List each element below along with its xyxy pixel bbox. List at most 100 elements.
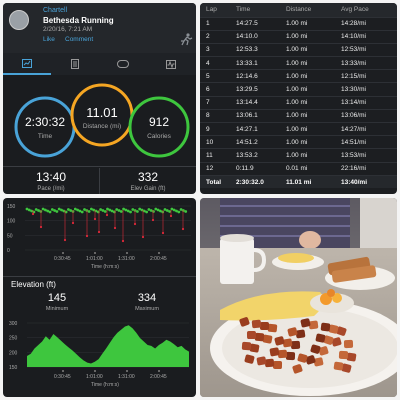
table-cell: 0:11.9 bbox=[230, 161, 280, 176]
cadence-point bbox=[142, 209, 146, 213]
cadence-point bbox=[27, 208, 31, 212]
y-tick-label: 200 bbox=[9, 350, 18, 356]
cadence-point bbox=[177, 210, 181, 214]
table-row[interactable]: 10 14:51.2 1.00 mi 14:51/mi bbox=[200, 135, 397, 149]
cadence-point bbox=[161, 231, 165, 235]
elevation-title: Elevation (ft) bbox=[11, 280, 56, 289]
charts-panel: 150 100 50 0 0:30:45 1:01:00 1:31:00 2:00:45 Tim… bbox=[3, 198, 196, 397]
table-row[interactable]: 12 0:11.9 0.01 mi 22:16/mi bbox=[200, 161, 397, 176]
like-link[interactable]: Like bbox=[43, 36, 55, 43]
table-cell: 1.00 mi bbox=[280, 121, 335, 136]
elevation-max-value: 334 bbox=[137, 292, 157, 304]
table-cell: 1.00 mi bbox=[280, 108, 335, 123]
x-tick bbox=[158, 252, 160, 254]
table-cell: 1.00 mi bbox=[280, 82, 335, 97]
table-cell: 14:27.5 bbox=[230, 16, 280, 31]
table-cell: 13:29.5 bbox=[230, 82, 280, 97]
table-row[interactable]: 6 13:29.5 1.00 mi 13:30/mi bbox=[200, 82, 397, 97]
x-tick-label: 1:01:00 bbox=[86, 374, 103, 380]
breakfast-photo bbox=[200, 198, 397, 397]
column-header: Time bbox=[230, 3, 280, 17]
x-tick bbox=[62, 252, 64, 254]
tab-overview[interactable] bbox=[3, 53, 51, 75]
cadence-point bbox=[129, 210, 132, 214]
table-cell: 13:33.1 bbox=[230, 56, 280, 70]
x-tick-label: 2:00:45 bbox=[150, 374, 167, 380]
cadence-point bbox=[152, 210, 155, 213]
cadence-point bbox=[73, 207, 77, 211]
table-cell: 11.01 mi bbox=[280, 174, 335, 189]
y-tick-label: 250 bbox=[9, 336, 18, 342]
table-cell: 13:53/mi bbox=[335, 148, 397, 163]
cadence-point bbox=[159, 209, 162, 213]
time-label: Time bbox=[37, 133, 53, 140]
table-cell: 1.00 mi bbox=[280, 148, 335, 163]
table-cell: 5 bbox=[200, 69, 230, 83]
y-tick-label: 150 bbox=[9, 365, 18, 371]
total-row: Total 2:30:32.0 11.01 mi 13:40/mi bbox=[200, 174, 397, 189]
cadence-point bbox=[165, 209, 169, 212]
cadence-point bbox=[55, 210, 59, 213]
table-cell: 12 bbox=[200, 161, 230, 176]
elevation-area bbox=[27, 325, 189, 367]
tab-charts[interactable] bbox=[147, 53, 195, 75]
distance-label: Distance (mi) bbox=[82, 123, 122, 130]
x-tick-label: 0:30:45 bbox=[54, 256, 71, 262]
tab-laps[interactable] bbox=[99, 53, 147, 75]
table-cell: 12:53/mi bbox=[335, 42, 397, 57]
table-cell: 14:51/mi bbox=[335, 135, 397, 149]
cadence-point bbox=[46, 209, 50, 213]
table-row[interactable]: 3 12:53.3 1.00 mi 12:53/mi bbox=[200, 42, 397, 57]
table-cell: 13:30/mi bbox=[335, 82, 397, 97]
x-axis-label: Time (h:m:s) bbox=[91, 264, 119, 270]
divider bbox=[99, 168, 100, 194]
laps-table: Lap Time Distance Avg Pace 1 14:27.5 1.00 … bbox=[200, 3, 397, 189]
cadence-point bbox=[97, 230, 101, 234]
table-cell: 12:15/mi bbox=[335, 69, 397, 83]
user-name[interactable]: Chartell bbox=[43, 7, 68, 14]
cadence-point bbox=[80, 210, 84, 214]
cadence-chart: 150 100 50 0 0:30:45 1:01:00 1:31:00 2:00:45 Tim… bbox=[7, 204, 191, 270]
activity-tabs bbox=[3, 53, 196, 75]
cadence-point bbox=[156, 208, 160, 212]
cadence-point bbox=[145, 210, 149, 214]
cadence-point bbox=[126, 209, 130, 213]
cadence-point bbox=[136, 210, 139, 213]
table-row[interactable]: 8 13:06.1 1.00 mi 13:06/mi bbox=[200, 108, 397, 123]
cadence-point bbox=[76, 208, 79, 212]
table-row[interactable]: 7 13:14.4 1.00 mi 13:14/mi bbox=[200, 95, 397, 110]
table-cell: 1.00 mi bbox=[280, 95, 335, 110]
cadence-point bbox=[131, 208, 135, 211]
tab-details[interactable] bbox=[51, 53, 99, 75]
table-row[interactable]: 9 14:27.1 1.00 mi 14:27/mi bbox=[200, 121, 397, 136]
cadence-point bbox=[78, 209, 82, 213]
table-row[interactable]: 2 14:10.0 1.00 mi 14:10/mi bbox=[200, 29, 397, 44]
cadence-point bbox=[151, 218, 155, 222]
y-tick-label: 100 bbox=[7, 219, 16, 225]
table-row[interactable]: 1 14:27.5 1.00 mi 14:28/mi bbox=[200, 16, 397, 31]
cadence-point bbox=[103, 210, 107, 213]
table-cell: 2 bbox=[200, 29, 230, 44]
table-cell: 2:30:32.0 bbox=[230, 174, 280, 189]
activity-summary-panel: Chartell Bethesda Running 2/20/16, 7:21 … bbox=[3, 3, 196, 194]
divider bbox=[3, 166, 196, 167]
table-cell: 12:53.3 bbox=[230, 42, 280, 57]
cadence-point bbox=[83, 208, 86, 211]
x-tick-label: 1:31:00 bbox=[118, 256, 135, 262]
table-row[interactable]: 5 12:14.6 1.00 mi 12:15/mi bbox=[200, 69, 397, 83]
table-cell: 0.01 mi bbox=[280, 161, 335, 176]
cadence-point bbox=[138, 207, 142, 211]
charts-icon bbox=[166, 59, 176, 69]
x-tick-label: 1:01:00 bbox=[86, 256, 103, 262]
avatar[interactable] bbox=[9, 10, 29, 30]
cadence-point bbox=[101, 209, 105, 212]
cadence-point bbox=[60, 208, 63, 212]
cadence-point bbox=[57, 207, 61, 211]
table-cell: 9 bbox=[200, 121, 230, 136]
cadence-point bbox=[44, 208, 47, 212]
table-row[interactable]: 4 13:33.1 1.00 mi 13:33/mi bbox=[200, 56, 397, 70]
comment-link[interactable]: Comment bbox=[65, 36, 94, 43]
cadence-point bbox=[119, 210, 123, 213]
table-row[interactable]: 11 13:53.2 1.00 mi 13:53/mi bbox=[200, 148, 397, 163]
cadence-point bbox=[175, 209, 178, 213]
